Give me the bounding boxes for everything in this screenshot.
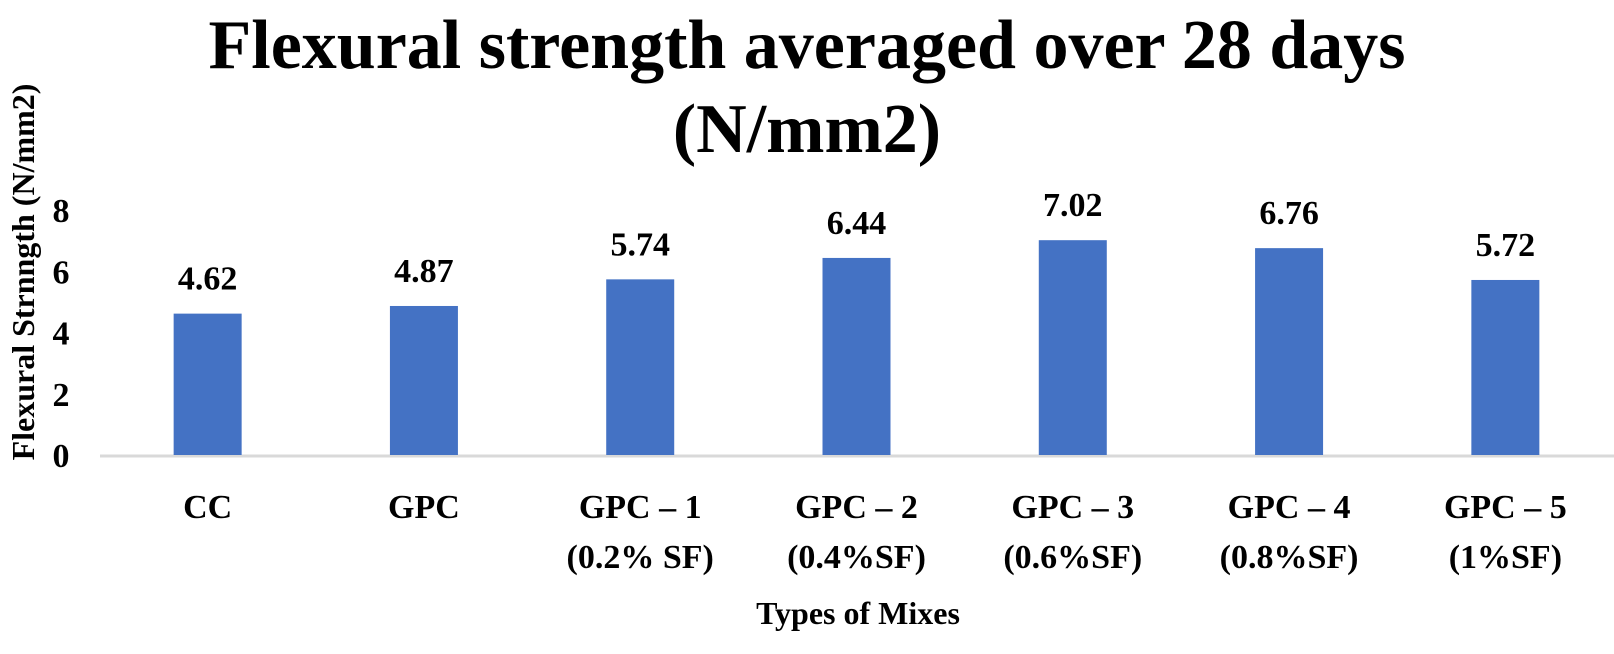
x-tick-label: (1%SF) bbox=[1449, 539, 1562, 576]
data-label: 4.62 bbox=[178, 261, 238, 298]
y-axis-label: Flexural Strnngth (N/mm2) bbox=[5, 84, 41, 461]
y-tick-label: 0 bbox=[53, 438, 70, 475]
x-tick-label: (0.2% SF) bbox=[567, 539, 714, 576]
x-tick-label: (0.6%SF) bbox=[1003, 539, 1142, 576]
bar bbox=[389, 305, 458, 455]
bar bbox=[173, 313, 242, 455]
x-tick-label: CC bbox=[183, 489, 232, 526]
data-label: 5.72 bbox=[1476, 227, 1536, 264]
x-tick-label: GPC – 4 bbox=[1228, 489, 1351, 526]
bar bbox=[1471, 279, 1540, 455]
bar bbox=[1038, 240, 1107, 455]
x-tick-label: GPC – 1 bbox=[579, 489, 702, 526]
x-tick-label: GPC – 5 bbox=[1444, 489, 1567, 526]
chart-title: Flexural strength averaged over 28 days(… bbox=[208, 7, 1405, 168]
data-label: 6.76 bbox=[1259, 195, 1319, 232]
x-axis-label: Types of Mixes bbox=[756, 595, 960, 631]
x-tick-label: GPC – 2 bbox=[795, 489, 918, 526]
data-labels: 4.62 4.87 5.74 6.44 7.02 6.76 5.72 bbox=[178, 187, 1535, 297]
x-tick-label: GPC – 3 bbox=[1011, 489, 1134, 526]
data-label: 6.44 bbox=[827, 205, 887, 242]
x-tick-label: (0.8%SF) bbox=[1220, 539, 1359, 576]
x-axis-title: Types of Mixes bbox=[756, 595, 960, 631]
bar bbox=[822, 257, 891, 455]
y-tick-label: 6 bbox=[53, 254, 70, 291]
y-tick-label: 4 bbox=[53, 316, 70, 353]
data-label: 5.74 bbox=[610, 226, 670, 263]
y-tick-label: 2 bbox=[53, 377, 70, 414]
chart-title-line: Flexural strength averaged over 28 days bbox=[208, 7, 1405, 84]
data-label: 4.87 bbox=[394, 253, 454, 290]
chart-title-line: (N/mm2) bbox=[673, 91, 941, 168]
bar bbox=[606, 279, 675, 455]
y-axis-ticks: 0 2 4 6 8 bbox=[53, 193, 70, 475]
x-axis-categories: CC GPC GPC – 1 (0.2% SF) GPC – 2 (0.4%SF) GPC … bbox=[183, 489, 1567, 576]
x-tick-label: (0.4%SF) bbox=[787, 539, 926, 576]
y-tick-label: 8 bbox=[53, 193, 70, 230]
bar bbox=[1255, 248, 1324, 455]
x-tick-label: GPC bbox=[388, 489, 460, 526]
bars bbox=[173, 240, 1540, 455]
data-label: 7.02 bbox=[1043, 187, 1103, 224]
y-axis-title: Flexural Strnngth (N/mm2) bbox=[5, 84, 41, 461]
